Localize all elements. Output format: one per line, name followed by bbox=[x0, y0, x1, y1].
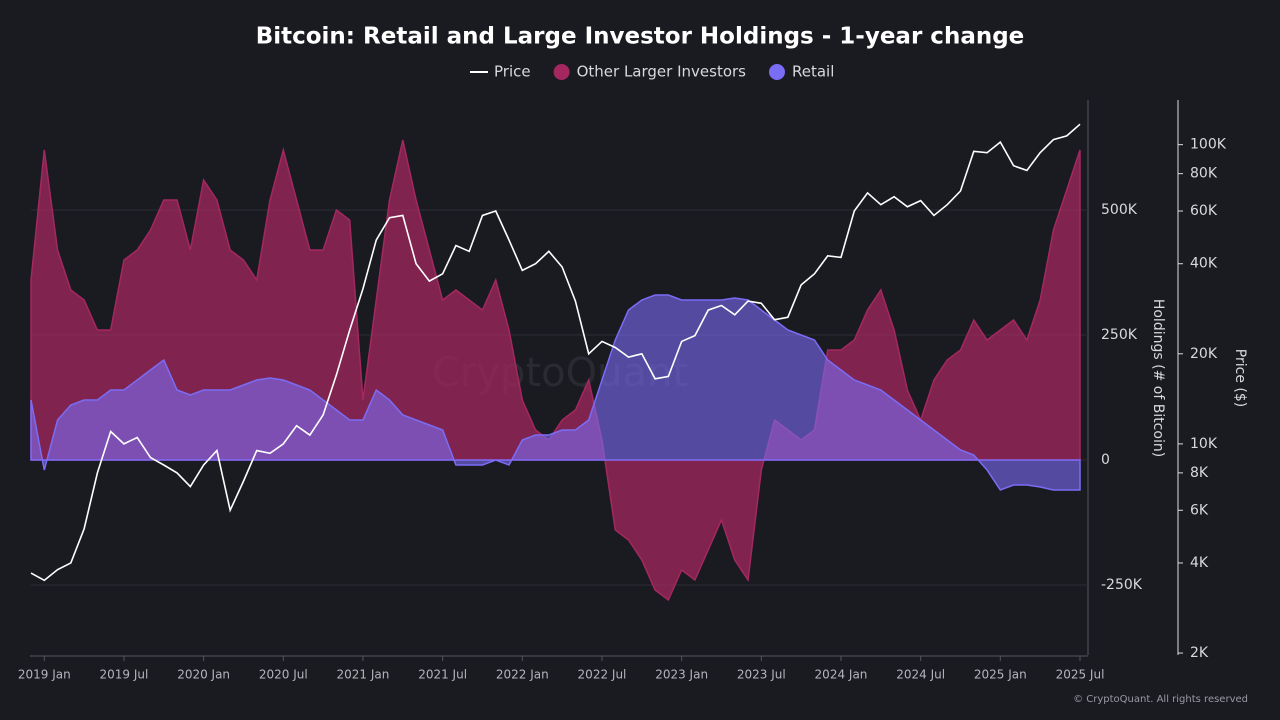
x-tick-label: 2020 Jul bbox=[259, 668, 308, 682]
x-tick-label: 2024 Jul bbox=[896, 668, 945, 682]
x-tick-label: 2021 Jan bbox=[337, 668, 390, 682]
x-tick-label: 2019 Jul bbox=[100, 668, 149, 682]
y-tick-label: 250K bbox=[1101, 327, 1138, 343]
x-tick-label: 2019 Jan bbox=[18, 668, 71, 682]
y2-tick-label: 2K bbox=[1190, 645, 1209, 661]
y2-tick-label: 40K bbox=[1190, 256, 1218, 272]
legend-label: Retail bbox=[792, 63, 834, 81]
x-tick-label: 2024 Jan bbox=[815, 668, 868, 682]
area bbox=[30, 294, 1081, 491]
y2-axis-title: Price ($) bbox=[1232, 349, 1248, 407]
y2-tick-label: 20K bbox=[1190, 346, 1218, 362]
chart-title: Bitcoin: Retail and Large Investor Holdi… bbox=[256, 24, 1025, 50]
y2-tick-label: 8K bbox=[1190, 465, 1209, 481]
x-tick-label: 2023 Jan bbox=[655, 668, 708, 682]
x-tick-label: 2025 Jul bbox=[1056, 668, 1105, 682]
price-line bbox=[30, 123, 1081, 582]
legend-marker bbox=[768, 64, 785, 80]
x-tick-label: 2022 Jan bbox=[496, 668, 549, 682]
y-tick-label: -250K bbox=[1101, 577, 1143, 593]
y2-tick-label: 60K bbox=[1190, 203, 1218, 219]
y-tick-label: 500K bbox=[1101, 202, 1138, 218]
legend-marker bbox=[553, 64, 570, 80]
credit: © CryptoQuant. All rights reserved bbox=[1073, 694, 1248, 705]
y2-tick-label: 80K bbox=[1190, 166, 1218, 182]
x-tick-label: 2020 Jan bbox=[177, 668, 230, 682]
y2-tick-label: 100K bbox=[1190, 137, 1227, 153]
y2-tick-label: 10K bbox=[1190, 436, 1218, 452]
x-tick-label: 2023 Jul bbox=[737, 668, 786, 682]
legend-label: Other Larger Investors bbox=[577, 63, 747, 81]
legend-label: Price bbox=[494, 63, 531, 81]
x-tick-label: 2025 Jan bbox=[974, 668, 1027, 682]
x-tick-label: 2021 Jul bbox=[418, 668, 467, 682]
y2-tick-label: 4K bbox=[1190, 555, 1209, 571]
y-tick-label: 0 bbox=[1101, 452, 1110, 468]
y2-tick-label: 6K bbox=[1190, 502, 1209, 518]
y-axis-title: Holdings (# of Bitcoin) bbox=[1150, 299, 1166, 457]
x-tick-label: 2022 Jul bbox=[578, 668, 627, 682]
area bbox=[30, 139, 1081, 602]
